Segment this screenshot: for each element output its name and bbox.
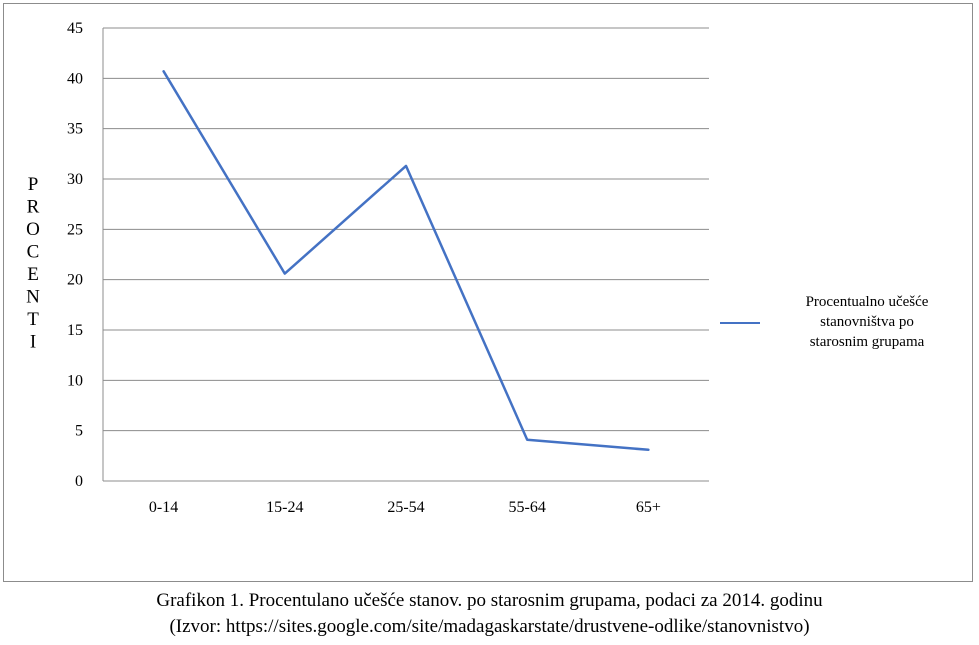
x-tick-label: 65+ — [636, 499, 661, 516]
y-tick-label: 25 — [67, 221, 83, 238]
figure-source: (Izvor: https://sites.google.com/site/ma… — [169, 616, 810, 637]
y-axis-label-letter: N — [26, 287, 40, 308]
y-tick-label: 35 — [67, 121, 83, 138]
y-tick-labels: 0 5 10 15 20 25 30 35 40 45 — [67, 20, 83, 490]
legend-label-line: stanovništva po — [820, 314, 914, 330]
x-tick-label: 55-64 — [509, 499, 546, 516]
y-axis-label-letter: E — [27, 264, 39, 285]
gridlines — [103, 27, 709, 432]
y-tick-label: 10 — [67, 372, 83, 389]
y-tick-label: 40 — [67, 70, 83, 87]
x-tick-label: 15-24 — [266, 499, 303, 516]
y-tick-label: 45 — [67, 20, 83, 37]
legend: Procentualno učešće stanovništva po star… — [720, 292, 970, 352]
y-axis-label-letter: C — [27, 242, 40, 263]
series-line — [162, 70, 650, 452]
legend-swatch — [720, 322, 760, 324]
axes — [102, 28, 709, 482]
y-axis-label-letter: P — [28, 174, 39, 195]
y-tick-label: 20 — [67, 272, 83, 289]
y-tick-label: 30 — [67, 171, 83, 188]
y-tick-label: 0 — [75, 473, 83, 490]
y-axis-label-letter: I — [30, 332, 36, 353]
y-tick-label: 15 — [67, 322, 83, 339]
series-lines — [162, 70, 650, 452]
y-axis-label-letter: O — [26, 219, 40, 240]
x-tick-label: 0-14 — [149, 499, 178, 516]
figure-caption: Grafikon 1. Procentulano učešće stanov. … — [156, 590, 823, 611]
y-axis-label-letter: T — [27, 309, 39, 330]
x-tick-labels: 0-14 15-24 25-54 55-64 65+ — [149, 499, 661, 516]
legend-label: Procentualno učešće stanovništva po star… — [764, 292, 970, 352]
y-axis-label-letter: R — [27, 197, 40, 218]
chart-frame — [3, 3, 973, 582]
legend-label-line: Procentualno učešće — [805, 294, 929, 310]
y-tick-label: 5 — [75, 423, 83, 440]
x-tick-label: 25-54 — [387, 499, 424, 516]
legend-label-line: starosnim grupama — [809, 334, 925, 350]
